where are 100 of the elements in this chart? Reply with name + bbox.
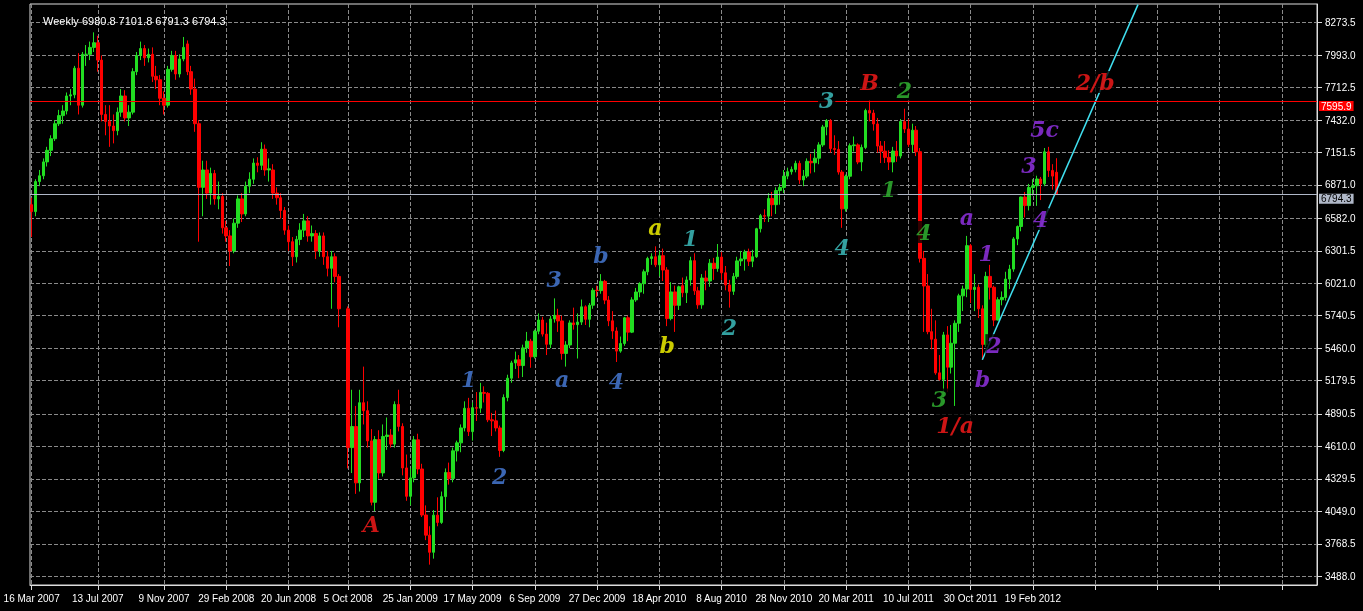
y-tick-label: 6871.0 [1325,179,1357,191]
y-tick-label: 7432.0 [1325,114,1357,126]
candlestick [436,496,439,527]
candlestick [572,307,575,331]
y-tick-label: 7993.0 [1325,49,1357,61]
annotation: 4 [608,367,625,394]
candlestick [798,160,801,185]
x-tick-label: 17 May 2009 [443,592,502,604]
candlestick [677,285,681,311]
annotation: a [648,214,663,241]
candlestick [700,273,704,310]
candlestick [1023,191,1027,218]
x-tick-label: 28 Nov 2010 [755,592,813,604]
y-tick-label: 6301.5 [1325,245,1357,257]
candlestick [1027,183,1031,211]
candlestick [767,192,770,223]
y-tick-label: 4610.0 [1325,440,1357,452]
annotation: 5c [1030,116,1060,143]
candlestick [704,270,708,291]
annotation: 3 [931,386,948,413]
candlestick [330,250,333,310]
candlestick [256,156,259,173]
candlestick [658,250,661,277]
y-tick-label: 4890.5 [1325,408,1357,420]
candlestick [911,123,914,154]
candlestick [891,146,895,173]
candlestick [763,208,766,223]
candlestick [358,389,361,493]
text: Weekly 6980.8 7101.8 6791.3 6794.3 [43,14,226,27]
annotation: 1 [978,239,994,266]
x-tick-label: 16 Mar 2007 [3,592,61,604]
candlestick [829,118,832,154]
annotation: 4 [1033,206,1049,233]
candlestick [209,167,212,206]
x-tick-label: 10 Jul 2011 [882,592,935,604]
candlestick [205,160,209,200]
candlestick [747,248,751,267]
candlestick [856,142,860,165]
candlestick [517,354,521,379]
x-tick-label: 30 Oct 2011 [943,592,998,604]
x-tick-label: 8 Aug 2010 [696,592,748,604]
candlestick [774,186,778,215]
y-tick-label: 3768.5 [1325,538,1357,550]
candlestick [809,153,813,174]
candlestick [147,48,150,63]
candlestick [712,257,716,281]
annotation: 1 [881,175,897,202]
candlestick [201,160,205,217]
candlestick [1043,147,1046,187]
x-tick-label: 20 Jun 2008 [260,592,317,604]
annotation: 4 [834,233,850,260]
candlestick [389,428,393,449]
x-tick-label: 9 Nov 2007 [138,592,190,604]
candlestick [377,429,381,480]
annotation: 2 [895,76,913,103]
candlestick [240,192,244,223]
y-tick-label: 5460.0 [1325,342,1357,354]
annotation: 2 [491,462,508,489]
annotation: 1 [682,224,699,251]
y-tick-label: 6021.0 [1325,277,1357,289]
annotation: 3 [819,87,835,114]
candlestick [595,285,599,298]
candlestick [306,215,310,243]
candlestick [263,144,267,177]
candlestick [471,401,474,442]
x-tick-label: 29 Feb 2008 [198,592,255,604]
candlestick [895,140,898,163]
x-tick-label: 27 Dec 2009 [568,592,626,604]
candlestick [743,249,747,272]
annotation: 3 [1021,151,1037,178]
candlestick [794,160,797,173]
candlestick [584,304,587,326]
candlestick [673,285,677,333]
candlestick [108,104,111,148]
candlestick [393,400,396,449]
x-tick-label: 18 Apr 2010 [632,592,687,604]
y-tick-label: 7151.5 [1325,146,1357,158]
candlestick [314,229,318,260]
annotation: 2/b [1074,69,1115,96]
candlestick [475,391,478,422]
x-tick-label: 25 Jan 2009 [382,592,439,604]
annotation: 4 [916,218,932,245]
candlestick [626,315,630,342]
candlestick [770,191,774,217]
candlestick [899,118,902,159]
candlestick [708,258,712,288]
candlestick [969,243,972,304]
y-tick-label: 4049.0 [1325,505,1357,517]
candlestick [373,435,377,512]
annotation: 2 [720,313,738,340]
annotation: A [360,511,380,538]
x-tick-label: 5 Oct 2008 [323,592,373,604]
x-tick-label: 6 Sep 2009 [509,592,561,604]
ref-line-label: 7595.9 [1321,100,1353,112]
annotation: b [974,365,991,392]
candlestick [30,197,33,238]
candlestick [213,169,216,206]
y-tick-label: 4329.5 [1325,473,1357,485]
annotation: b [593,242,609,269]
candlestick [973,273,976,312]
